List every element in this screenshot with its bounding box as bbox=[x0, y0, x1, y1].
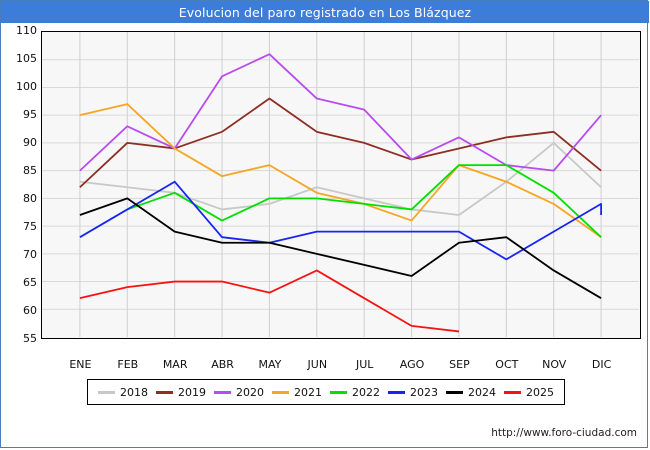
series-line-2018 bbox=[79, 142, 602, 216]
legend-swatch-icon bbox=[214, 390, 231, 394]
legend-swatch-icon bbox=[504, 390, 521, 394]
y-tick-label: 105 bbox=[16, 52, 37, 65]
series-line-2025 bbox=[79, 269, 460, 333]
legend-swatch-icon bbox=[156, 390, 173, 394]
y-tick-label: 75 bbox=[23, 220, 37, 233]
legend-item-2018[interactable]: 2018 bbox=[94, 386, 152, 399]
window-title-bar: Evolucion del paro registrado en Los Blá… bbox=[1, 1, 649, 23]
legend-label: 2023 bbox=[410, 385, 438, 399]
legend-item-2020[interactable]: 2020 bbox=[210, 386, 268, 399]
x-tick-label: JUN bbox=[307, 358, 328, 371]
y-tick-label: 60 bbox=[23, 304, 37, 317]
y-tick-label: 55 bbox=[23, 332, 37, 345]
legend-swatch-icon bbox=[446, 390, 463, 394]
legend-swatch-icon bbox=[388, 390, 405, 394]
legend-label: 2025 bbox=[526, 385, 554, 399]
series-line-2024 bbox=[79, 197, 602, 299]
y-tick-label: 95 bbox=[23, 108, 37, 121]
legend-item-2022[interactable]: 2022 bbox=[326, 386, 384, 399]
legend-item-2025[interactable]: 2025 bbox=[500, 386, 558, 399]
x-tick-label: OCT bbox=[495, 358, 519, 371]
legend-item-2023[interactable]: 2023 bbox=[384, 386, 442, 399]
legend-swatch-icon bbox=[98, 390, 115, 394]
series-line-2022 bbox=[126, 164, 602, 238]
legend-label: 2021 bbox=[294, 385, 322, 399]
y-tick-label: 65 bbox=[23, 276, 37, 289]
legend-label: 2024 bbox=[468, 385, 496, 399]
x-tick-label: JUL bbox=[355, 358, 374, 371]
plot-area bbox=[41, 31, 641, 339]
y-tick-label: 110 bbox=[16, 24, 37, 37]
y-axis: 55 60 65 70 75 80 85 90 95 100 105 110 bbox=[1, 24, 37, 345]
legend-label: 2019 bbox=[178, 385, 206, 399]
x-tick-label: SEP bbox=[449, 358, 470, 371]
legend-swatch-icon bbox=[272, 390, 289, 394]
y-tick-label: 100 bbox=[16, 80, 37, 93]
x-tick-label: AGO bbox=[399, 358, 425, 371]
legend-item-2021[interactable]: 2021 bbox=[268, 386, 326, 399]
x-tick-label: ABR bbox=[211, 358, 234, 371]
page-title: Evolucion del paro registrado en Los Blá… bbox=[178, 4, 472, 20]
y-tick-label: 85 bbox=[23, 164, 37, 177]
legend-label: 2022 bbox=[352, 385, 380, 399]
legend-label: 2018 bbox=[120, 385, 148, 399]
y-tick-label: 80 bbox=[23, 192, 37, 205]
legend-swatch-icon bbox=[330, 390, 347, 394]
legend-item-2024[interactable]: 2024 bbox=[442, 386, 500, 399]
series-line-2023 bbox=[79, 180, 602, 261]
legend-label: 2020 bbox=[236, 385, 264, 399]
x-tick-label: MAR bbox=[162, 358, 188, 371]
source-url: http://www.foro-ciudad.com bbox=[491, 427, 637, 439]
line-chart-svg bbox=[42, 32, 639, 337]
x-tick-label: ENE bbox=[69, 358, 92, 371]
legend-item-2019[interactable]: 2019 bbox=[152, 386, 210, 399]
chart-legend: 2018 2019 2020 2021 2022 2023 2024 2025 bbox=[87, 379, 565, 405]
plot-area-wrapper: 55 60 65 70 75 80 85 90 95 100 105 110 ENE FEB MAR ABR… bbox=[1, 23, 649, 371]
y-tick-label: 70 bbox=[23, 248, 37, 261]
series-line-2021 bbox=[79, 103, 602, 238]
x-tick-label: MAY bbox=[258, 358, 282, 371]
y-tick-label: 90 bbox=[23, 136, 37, 149]
x-tick-label: DIC bbox=[591, 358, 612, 371]
x-axis: ENE FEB MAR ABR MAY JUN JUL AGO SEP OCT NOV DIC bbox=[41, 355, 641, 375]
x-tick-label: FEB bbox=[117, 358, 139, 371]
series-line-2020 bbox=[79, 53, 602, 172]
series-line-2019 bbox=[79, 97, 602, 188]
x-tick-label: NOV bbox=[542, 358, 567, 371]
